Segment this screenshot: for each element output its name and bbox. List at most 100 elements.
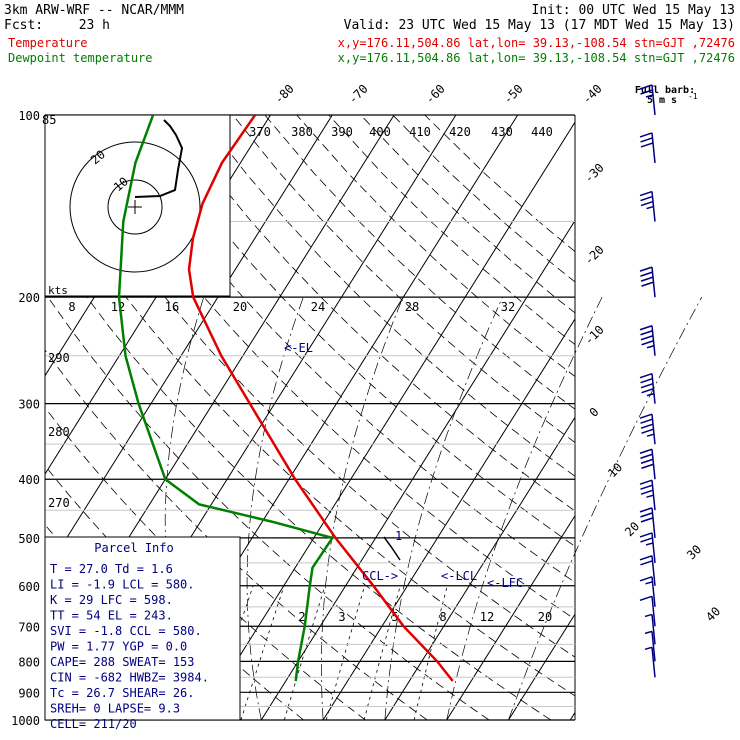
theta-labels: 370 380 390 400 410 420 430 440 290 280 270 85 [42,113,553,510]
pressure-label: 500 [18,532,40,546]
parcel-info-row: CAPE= 288 SWEAT= 153 [50,655,195,669]
theta-label: 410 [409,125,431,139]
isotherm-line [446,514,575,720]
isotherm-label: -60 [423,82,448,107]
pressure-label: 300 [18,398,40,412]
theta-label: 380 [291,125,313,139]
isotherm-label: 10 [605,460,625,480]
full-barb-value: 5 m s [647,95,677,106]
theta-label: 420 [449,125,471,139]
hodograph-trace [134,119,184,198]
wind-barb [639,266,656,298]
theta-label: 280 [48,425,70,439]
parcel-info-row: K = 29 LFC = 598. [50,593,173,607]
mixing-ratio-label: 12 [480,610,494,624]
isotherm-label: -80 [272,82,297,107]
height-labels: 8 12 16 20 24 28 32 2 3 5 8 12 20 [68,300,552,624]
height-label: 8 [68,300,75,314]
dry-adiabat-line [168,115,575,512]
lcl-marker: <-LCL [441,569,477,583]
wind-barbs [639,84,656,678]
dry-adiabat-line [296,115,575,378]
theta-label: 430 [491,125,513,139]
dry-adiabat-line [200,115,575,477]
height-label: 16 [165,300,179,314]
isotherm-label: 0 [587,405,602,420]
dry-adiabat-line [392,115,575,283]
dry-adiabat-line [328,115,575,345]
mixing-ratio-label: 5 [391,610,398,624]
parcel-info-row: T = 27.0 Td = 1.6 [50,562,173,576]
mixing-ratio-label: 3 [338,610,345,624]
isotherm-label: -70 [346,82,371,107]
full-barb-label: Full barb: [635,85,695,96]
wind-barb [639,595,656,627]
temperature-trace [187,115,454,682]
moist-adiabat-line [246,296,304,720]
wind-barb [639,325,656,356]
height-label: 24 [311,300,325,314]
pressure-label: 200 [18,291,40,305]
pressure-label: 900 [18,686,40,700]
valid-time: Valid: 23 UTC Wed 15 May 13 (17 MDT Wed … [344,18,735,33]
moist-adiabat-line [508,296,703,720]
isotherm-label: 40 [703,604,723,624]
parcel-top-marker: 1 [395,529,402,543]
parcel-info-row: SVI = -1.8 CCL = 580. [50,624,202,638]
theta-label: 270 [48,496,70,510]
isotherm-label: -50 [501,82,526,107]
hodograph-inset: 20 10 kts [44,114,231,297]
theta-label: 440 [531,125,553,139]
legend-dewpoint-name: Dewpoint temperature [8,51,153,65]
theta-label: 370 [249,125,271,139]
level-markers: <-EL CCL-> <-LCL <-LFC 1 [284,341,523,590]
legend-dewpoint-info: x,y=176.11,504.86 lat,lon= 39.13,-108.54… [338,51,735,65]
hodograph-ring-outer [69,141,201,273]
wind-barb [639,132,656,163]
dry-adiabat-line [360,115,575,314]
legend-temperature-info: x,y=176.11,504.86 lat,lon= 39.13,-108.54… [338,36,735,50]
parcel-path [383,536,401,561]
parcel-info-row: PW = 1.77 YGP = 0.0 [50,640,187,654]
mixing-ratio-line [207,585,254,720]
mixing-ratio-label: 8 [439,610,446,624]
wind-barb [639,555,656,586]
pressure-label: 400 [18,473,40,487]
dry-adiabat-line [424,115,575,253]
wind-barb [644,613,656,645]
wind-barb [644,646,656,678]
wind-barb [639,507,656,538]
wind-barb [639,84,656,116]
height-label: 12 [111,300,125,314]
parcel-info-frame [44,536,241,721]
wind-barb [639,479,656,511]
moist-adiabat-line [384,296,503,720]
pressure-label: 100 [18,109,40,123]
parcel-info-row: SREH= 0 LAPSE= 9.3 [50,702,180,716]
isotherm-label: 30 [684,542,704,562]
wind-barb [639,190,656,222]
parcel-info-row: Tc = 26.7 SHEAR= 26. [50,686,195,700]
parcel-info-panel: Parcel Info T = 27.0 Td = 1.6 LI = -1.9 L… [44,536,241,731]
el-marker: <-EL [284,341,313,355]
mixing-ratio-label: 20 [538,610,552,624]
parcel-info-row: LI = -1.9 LCL = 580. [50,578,195,592]
theta-label: 85 [42,113,56,127]
pressure-levels: 100 200 300 400 500 600 700 800 900 1000 [11,109,575,728]
hodograph-units: kts [48,284,68,297]
forecast-label: Fcst: [4,18,43,33]
wind-barb [639,413,656,445]
pressure-label: 800 [18,655,40,669]
model-title: 3km ARW-WRF -- NCAR/MMM [4,3,184,18]
hodograph-frame [44,114,231,297]
theta-label: 390 [331,125,353,139]
isotherm-line [199,121,575,720]
dewpoint-trace [117,115,335,682]
pressure-label: 1000 [11,714,40,728]
wind-barb [639,532,656,563]
parcel-info-row: TT = 54 EL = 243. [50,609,173,623]
ccl-marker: CCL-> [362,569,398,583]
init-time: Init: 00 UTC Wed 15 May 13 [532,3,736,18]
dry-adiabat-line [264,115,575,410]
wind-barb [639,576,656,607]
